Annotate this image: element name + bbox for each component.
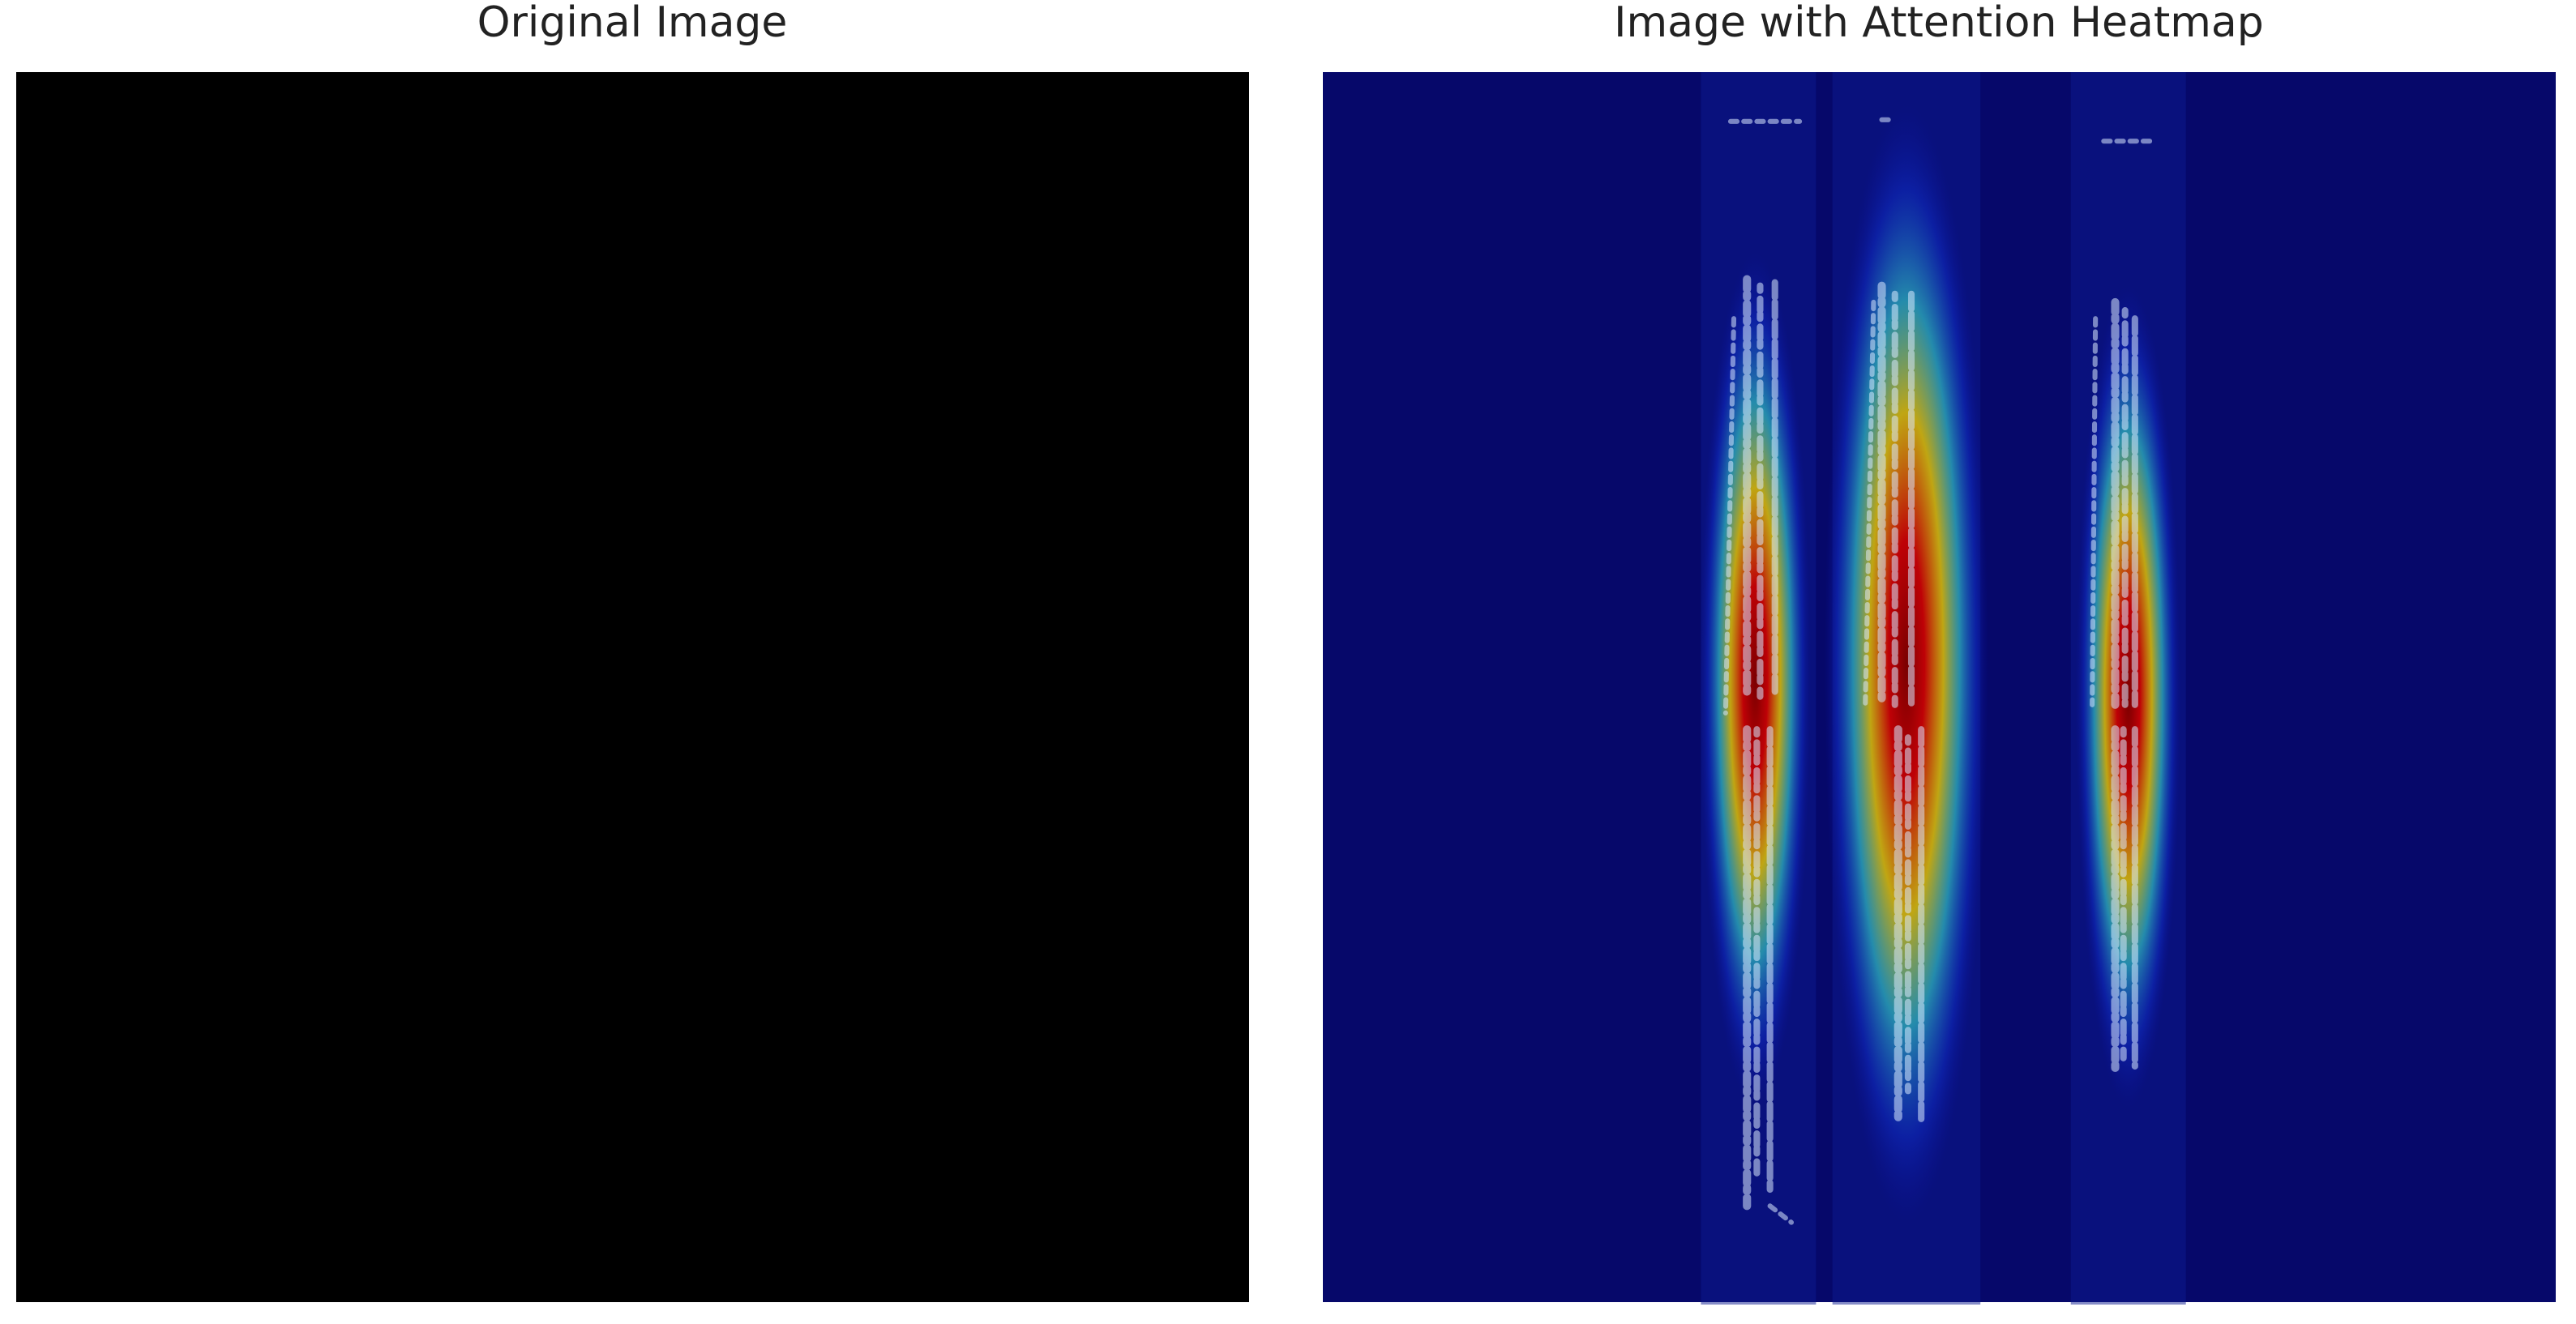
panel-title: Image with Attention Heatmap bbox=[1614, 0, 2264, 47]
panel-title: Original Image bbox=[477, 0, 788, 47]
original-image bbox=[16, 72, 1249, 1302]
heatmap-image bbox=[1323, 72, 2556, 1305]
